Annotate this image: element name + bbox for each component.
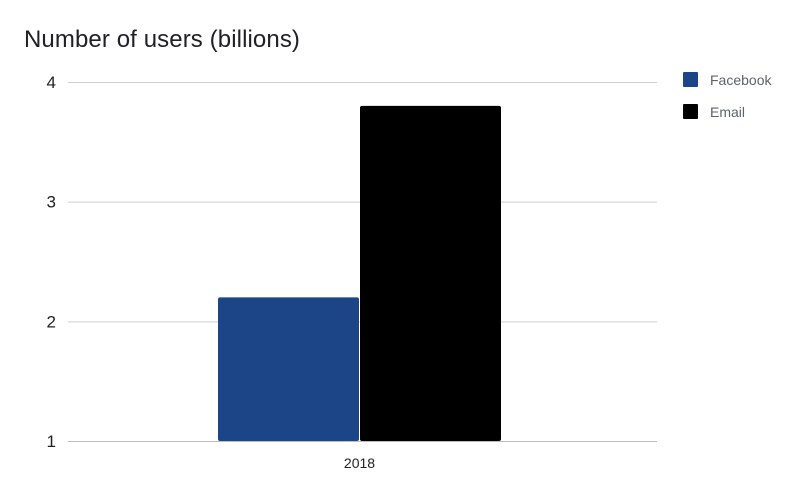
legend-label-facebook: Facebook [710,72,772,88]
y-tick-label: 1 [47,432,56,451]
y-tick-label: 4 [47,73,56,92]
y-tick-label: 3 [47,193,56,212]
bar-email [360,105,501,441]
x-tick-label: 2018 [344,455,375,471]
legend-swatch-facebook [683,72,698,87]
bar-facebook [218,297,359,441]
y-tick-label: 2 [47,312,56,331]
legend-label-email: Email [710,104,745,120]
legend-swatch-email [683,104,698,119]
chart-title: Number of users (billions) [24,26,301,53]
